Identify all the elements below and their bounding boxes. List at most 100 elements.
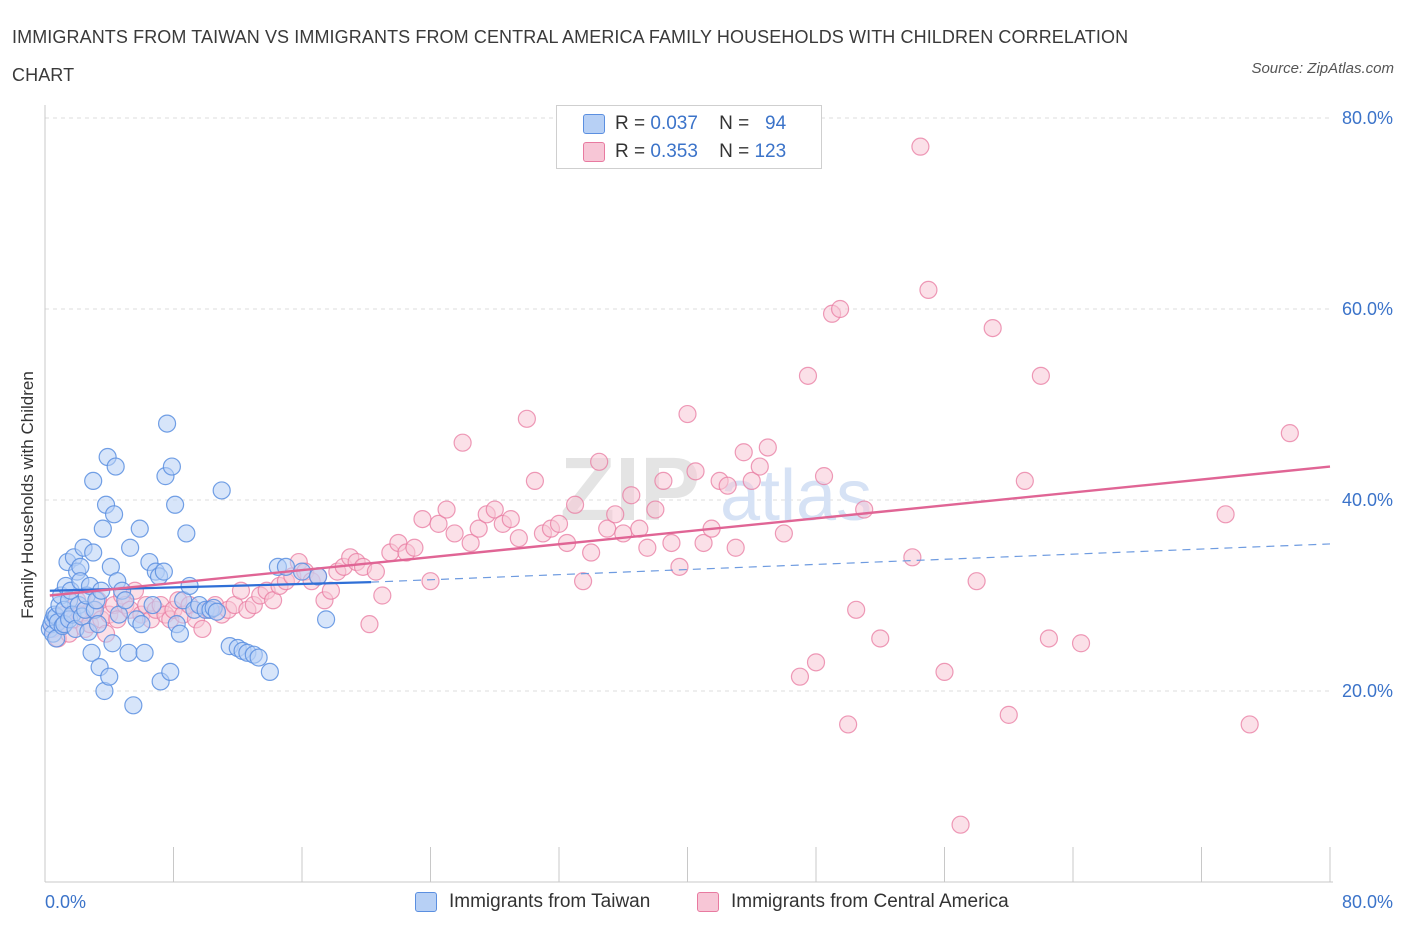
central-america-point [662,533,681,553]
central-america-point [573,572,593,591]
central-america-point [549,514,569,533]
n-value: 123 [754,141,787,162]
central-america-point [445,524,464,543]
central-america-point [806,653,826,672]
central-america-point [790,667,810,686]
source-credit: Source: ZipAtlas.com [1251,60,1394,77]
central-america-point [726,538,745,557]
central-america-point [590,452,609,471]
central-america-point [517,409,536,428]
taiwan-point [162,457,181,476]
central-america-point [413,509,432,529]
central-america-point [830,299,850,319]
central-america-point [734,443,753,462]
taiwan-point [100,667,119,686]
stats-row-taiwan: R = 0.037 N = 94 [583,111,786,137]
y-tick-label: 40.0% [1342,490,1393,510]
central-america-point [565,495,585,514]
central-america-point [469,519,488,538]
tick-labels: 20.0% 40.0% 60.0% 80.0% 0.0% 80.0% [45,108,1393,912]
central-america-point [1216,505,1235,524]
central-america-point [429,514,448,533]
central-america-point [1071,634,1091,653]
legend-label-taiwan: Immigrants from Taiwan [449,891,651,912]
central-america-point [919,280,938,299]
central-america-point [360,615,379,634]
central-america-point [622,486,641,505]
chart-title: IMMIGRANTS FROM TAIWAN VS IMMIGRANTS FRO… [12,27,1129,85]
central-america-point [1015,471,1034,490]
central-america-point [855,500,874,519]
central-america-point [461,533,480,553]
central-america-point [453,433,472,452]
taiwan-point [84,543,103,562]
taiwan-point [166,495,185,514]
r-label: R = [615,113,646,134]
central-america-point [983,319,1002,338]
central-america-point [798,366,818,385]
taiwan-point [103,634,122,653]
legend-item-central-america: Immigrants from Central America [697,890,1009,914]
central-america-point [750,457,769,476]
central-america-point [582,543,601,562]
central-america-trend-line [49,465,1331,597]
central-america-point [839,715,858,734]
taiwan-point [316,610,336,629]
taiwan-point [124,696,143,715]
taiwan-point [135,643,154,662]
central-america-point [525,471,545,490]
y-tick-label: 60.0% [1342,299,1393,319]
central-america-point [485,500,504,519]
trend-lines [49,465,1331,597]
x-tick-label: 0.0% [45,892,86,912]
central-america-point [911,137,930,156]
x-tick-label: 80.0% [1342,892,1393,912]
legend-item-taiwan: Immigrants from Taiwan [415,890,650,914]
y-tick-label: 80.0% [1342,108,1393,128]
central-america-point [638,538,657,557]
central-america-point [999,705,1018,724]
central-america-point [366,562,385,581]
central-america-point [437,500,456,519]
taiwan-point [104,505,124,524]
taiwan-point [88,615,108,634]
taiwan-legend-swatch [415,892,437,912]
central-america-point [1039,629,1059,648]
central-america-point [373,586,392,605]
central-america-point [509,529,528,548]
central-america-point [847,600,866,619]
central-america-point [686,462,705,481]
stats-legend: R = 0.037 N = 94 R = 0.353 N = 123 [556,105,822,169]
axes [44,105,1333,883]
central-america-point [718,476,737,495]
taiwan-point [132,615,151,634]
taiwan-point [170,624,190,643]
central-america-point [1240,715,1259,734]
legend-label-central-america: Immigrants from Central America [731,891,1009,912]
central-america-point [654,471,673,490]
central-america-point [935,662,954,682]
n-label: N = [719,141,750,162]
taiwan-point [130,519,149,538]
central-america-point [814,467,834,486]
stats-row-central-america: R = 0.353 N = 123 [583,139,786,165]
taiwan-point [93,519,112,538]
central-america-point [606,505,625,524]
central-america-point [193,619,212,639]
central-america-point [421,572,440,591]
taiwan-point [154,562,173,581]
central-america-point [903,548,922,567]
r-label: R = [615,141,646,162]
central-america-point [774,524,793,543]
central-america-point [758,438,777,457]
taiwan-points [40,414,336,715]
taiwan-point [82,643,101,662]
central-america-point [951,815,970,834]
central-america-point [967,572,986,591]
taiwan-point [177,524,196,543]
central-america-point [678,404,697,424]
central-america-legend-swatch [697,892,719,912]
taiwan-point [161,662,180,682]
central-america-point [694,533,713,553]
central-america-point [670,557,689,576]
